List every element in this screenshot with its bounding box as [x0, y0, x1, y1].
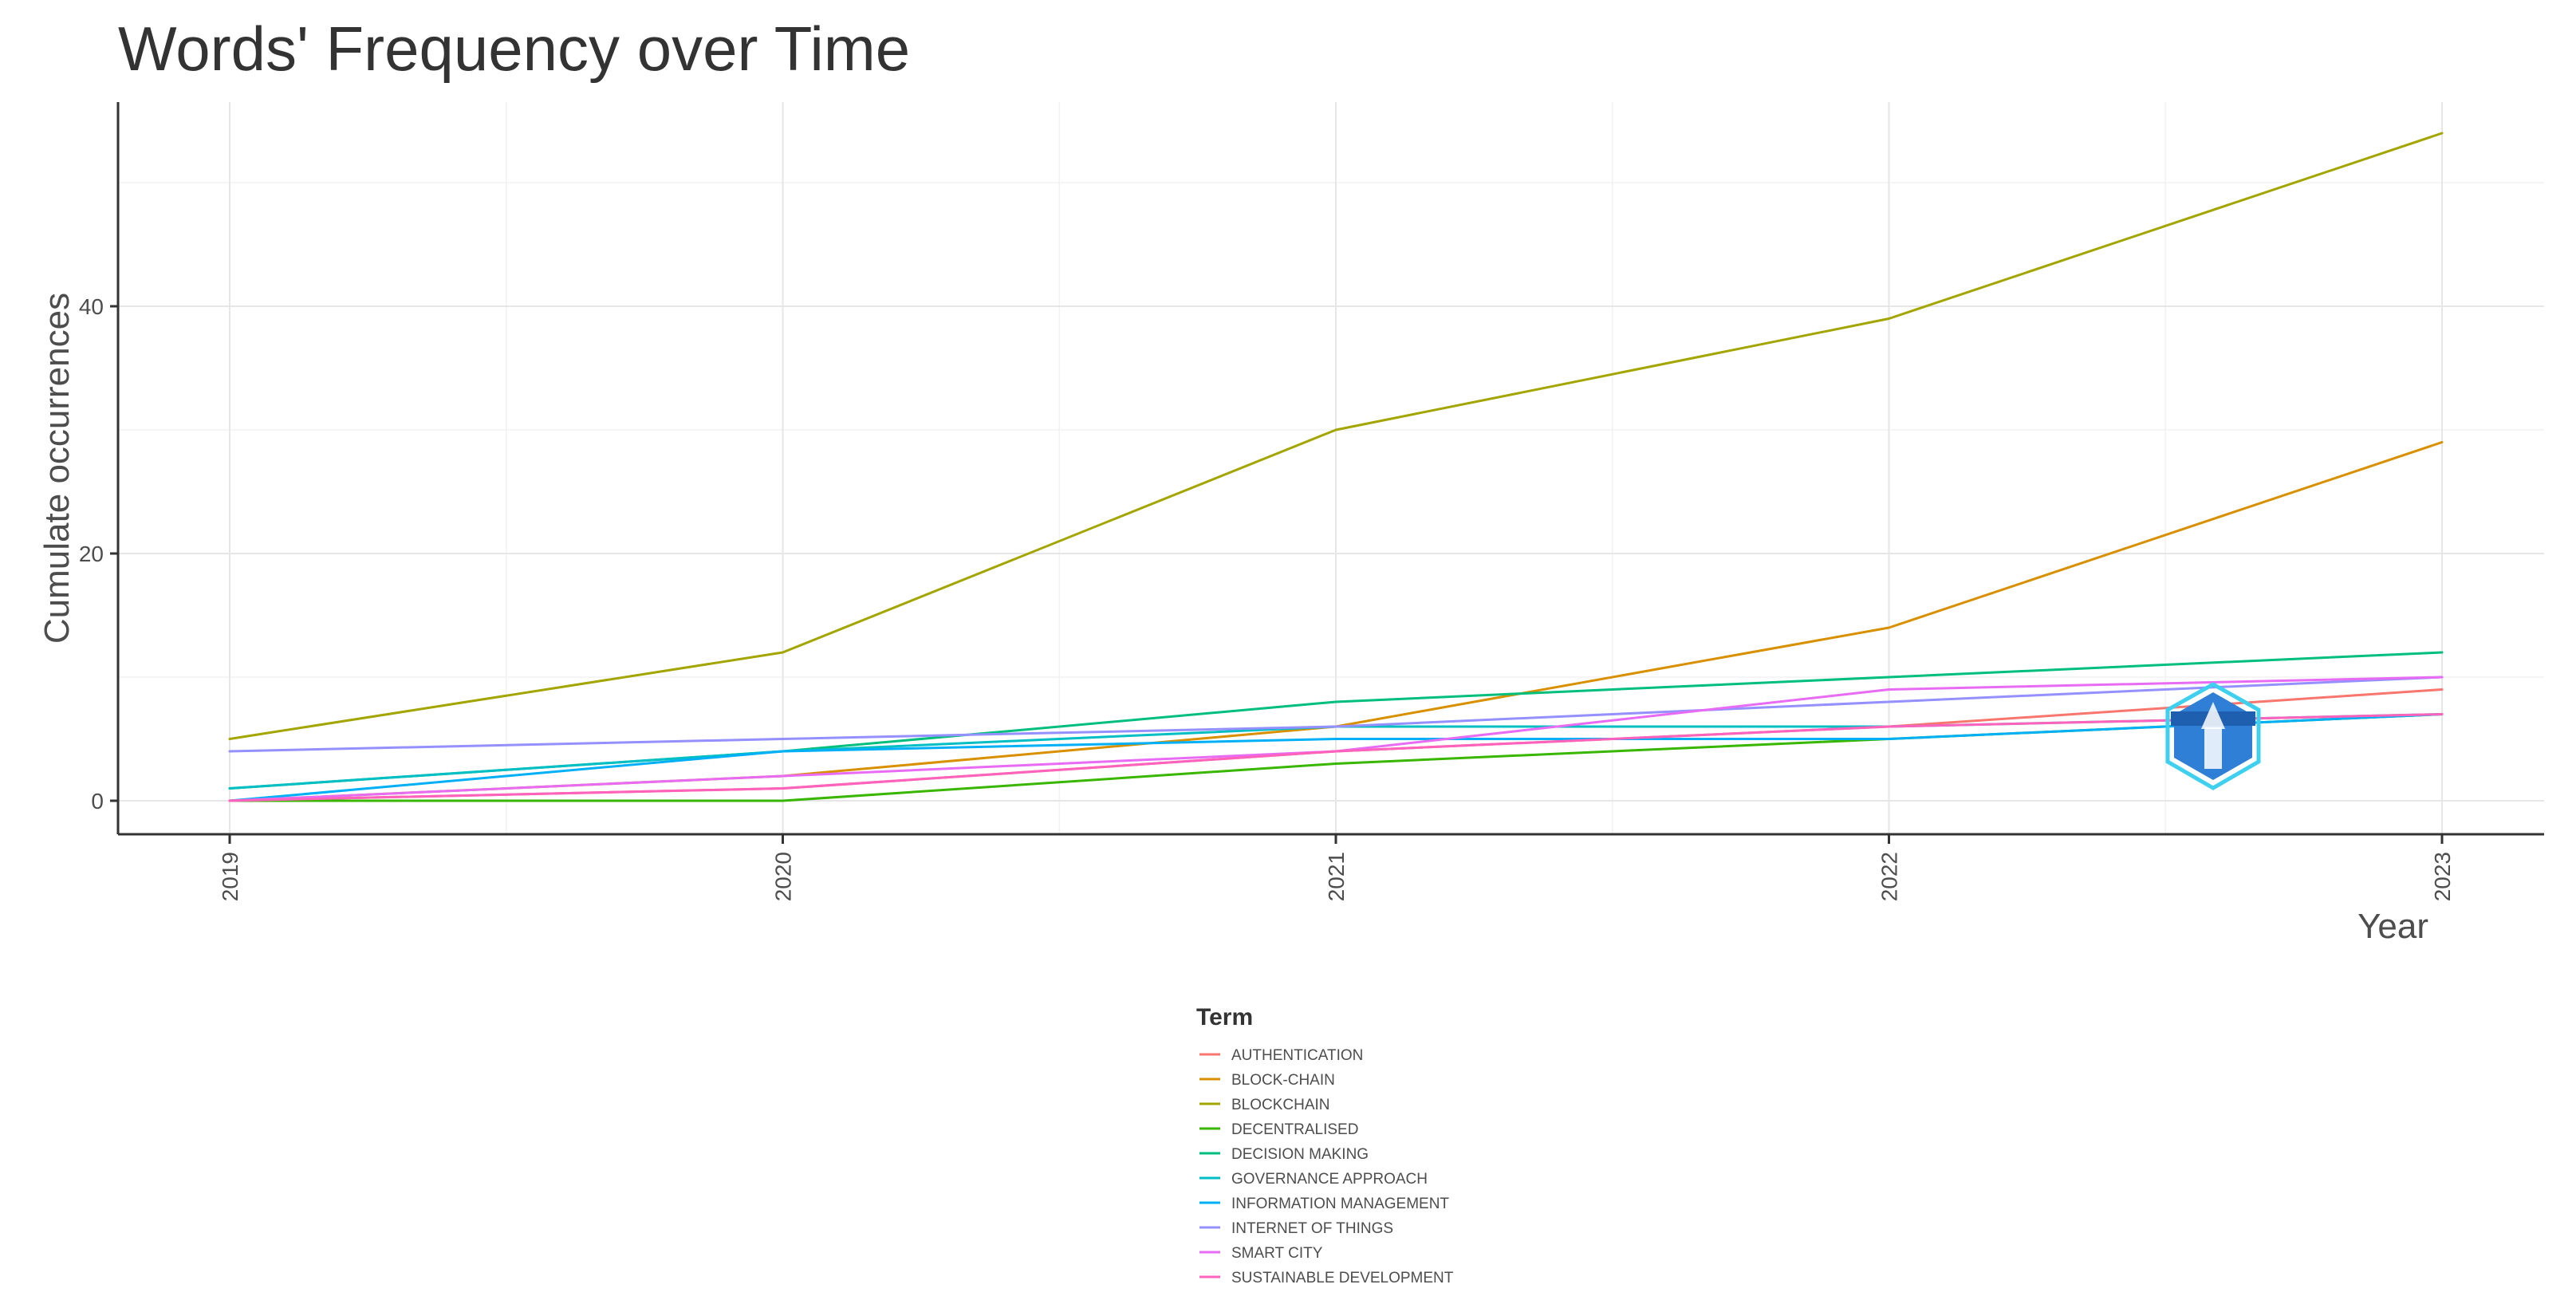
- x-tick-label: 2020: [771, 852, 796, 901]
- logo-outer-hexagon: [2165, 682, 2261, 790]
- legend-item: SMART CITY: [1199, 1245, 1323, 1262]
- legend-label: BLOCK-CHAIN: [1231, 1072, 1335, 1089]
- legend-label: INFORMATION MANAGEMENT: [1231, 1196, 1449, 1212]
- series-line-information-management: [228, 713, 2444, 802]
- legend-title: Term: [1196, 1004, 1253, 1030]
- x-tick-label: 2019: [218, 852, 242, 901]
- legend-label: DECENTRALISED: [1231, 1121, 1358, 1138]
- legend-label: INTERNET OF THINGS: [1231, 1220, 1393, 1237]
- legend-item: INTERNET OF THINGS: [1199, 1220, 1393, 1237]
- legend-item: BLOCKCHAIN: [1199, 1097, 1330, 1113]
- legend-item: GOVERNANCE APPROACH: [1199, 1171, 1428, 1188]
- legend: Term AUTHENTICATION BLOCK-CHAIN BLOCKCHAIN…: [1196, 1004, 1454, 1286]
- y-tick-label: 40: [79, 294, 104, 319]
- series-line-sustainable-development: [228, 713, 2444, 802]
- y-ticks: 0 20 40: [79, 294, 118, 814]
- legend-item: BLOCK-CHAIN: [1199, 1072, 1335, 1089]
- bibliometrix-logo: [2165, 682, 2261, 790]
- legend-label: SMART CITY: [1231, 1245, 1323, 1262]
- series-line-internet-of-things: [228, 676, 2444, 753]
- series-lines: [228, 132, 2444, 802]
- y-tick-label: 20: [79, 542, 104, 566]
- y-axis-title: Cumulate occurrences: [37, 293, 77, 644]
- grid: [118, 102, 2544, 834]
- x-axis-title: Year: [2357, 907, 2428, 946]
- x-tick-label: 2022: [1877, 852, 1902, 901]
- chart-title: Words' Frequency over Time: [118, 14, 910, 84]
- legend-item: SUSTAINABLE DEVELOPMENT: [1199, 1270, 1454, 1286]
- legend-items: AUTHENTICATION BLOCK-CHAIN BLOCKCHAIN DECEN…: [1199, 1047, 1454, 1286]
- logo-tower: [2204, 727, 2222, 769]
- legend-label: BLOCKCHAIN: [1231, 1097, 1330, 1113]
- legend-label: DECISION MAKING: [1231, 1146, 1369, 1163]
- x-tick-label: 2023: [2430, 852, 2455, 901]
- legend-label: GOVERNANCE APPROACH: [1231, 1171, 1428, 1188]
- legend-label: AUTHENTICATION: [1231, 1047, 1363, 1064]
- legend-item: AUTHENTICATION: [1199, 1047, 1363, 1064]
- x-ticks: 2019 2020 2021 2022 2023: [218, 834, 2455, 901]
- legend-item: DECISION MAKING: [1199, 1146, 1369, 1163]
- legend-label: SUSTAINABLE DEVELOPMENT: [1231, 1270, 1454, 1286]
- legend-item: DECENTRALISED: [1199, 1121, 1358, 1138]
- axes: [116, 102, 2544, 836]
- legend-item: INFORMATION MANAGEMENT: [1199, 1196, 1449, 1212]
- series-line-blockchain: [228, 132, 2444, 740]
- y-tick-label: 0: [91, 789, 104, 814]
- x-tick-label: 2021: [1324, 852, 1349, 901]
- logo-tower-top: [2201, 702, 2225, 729]
